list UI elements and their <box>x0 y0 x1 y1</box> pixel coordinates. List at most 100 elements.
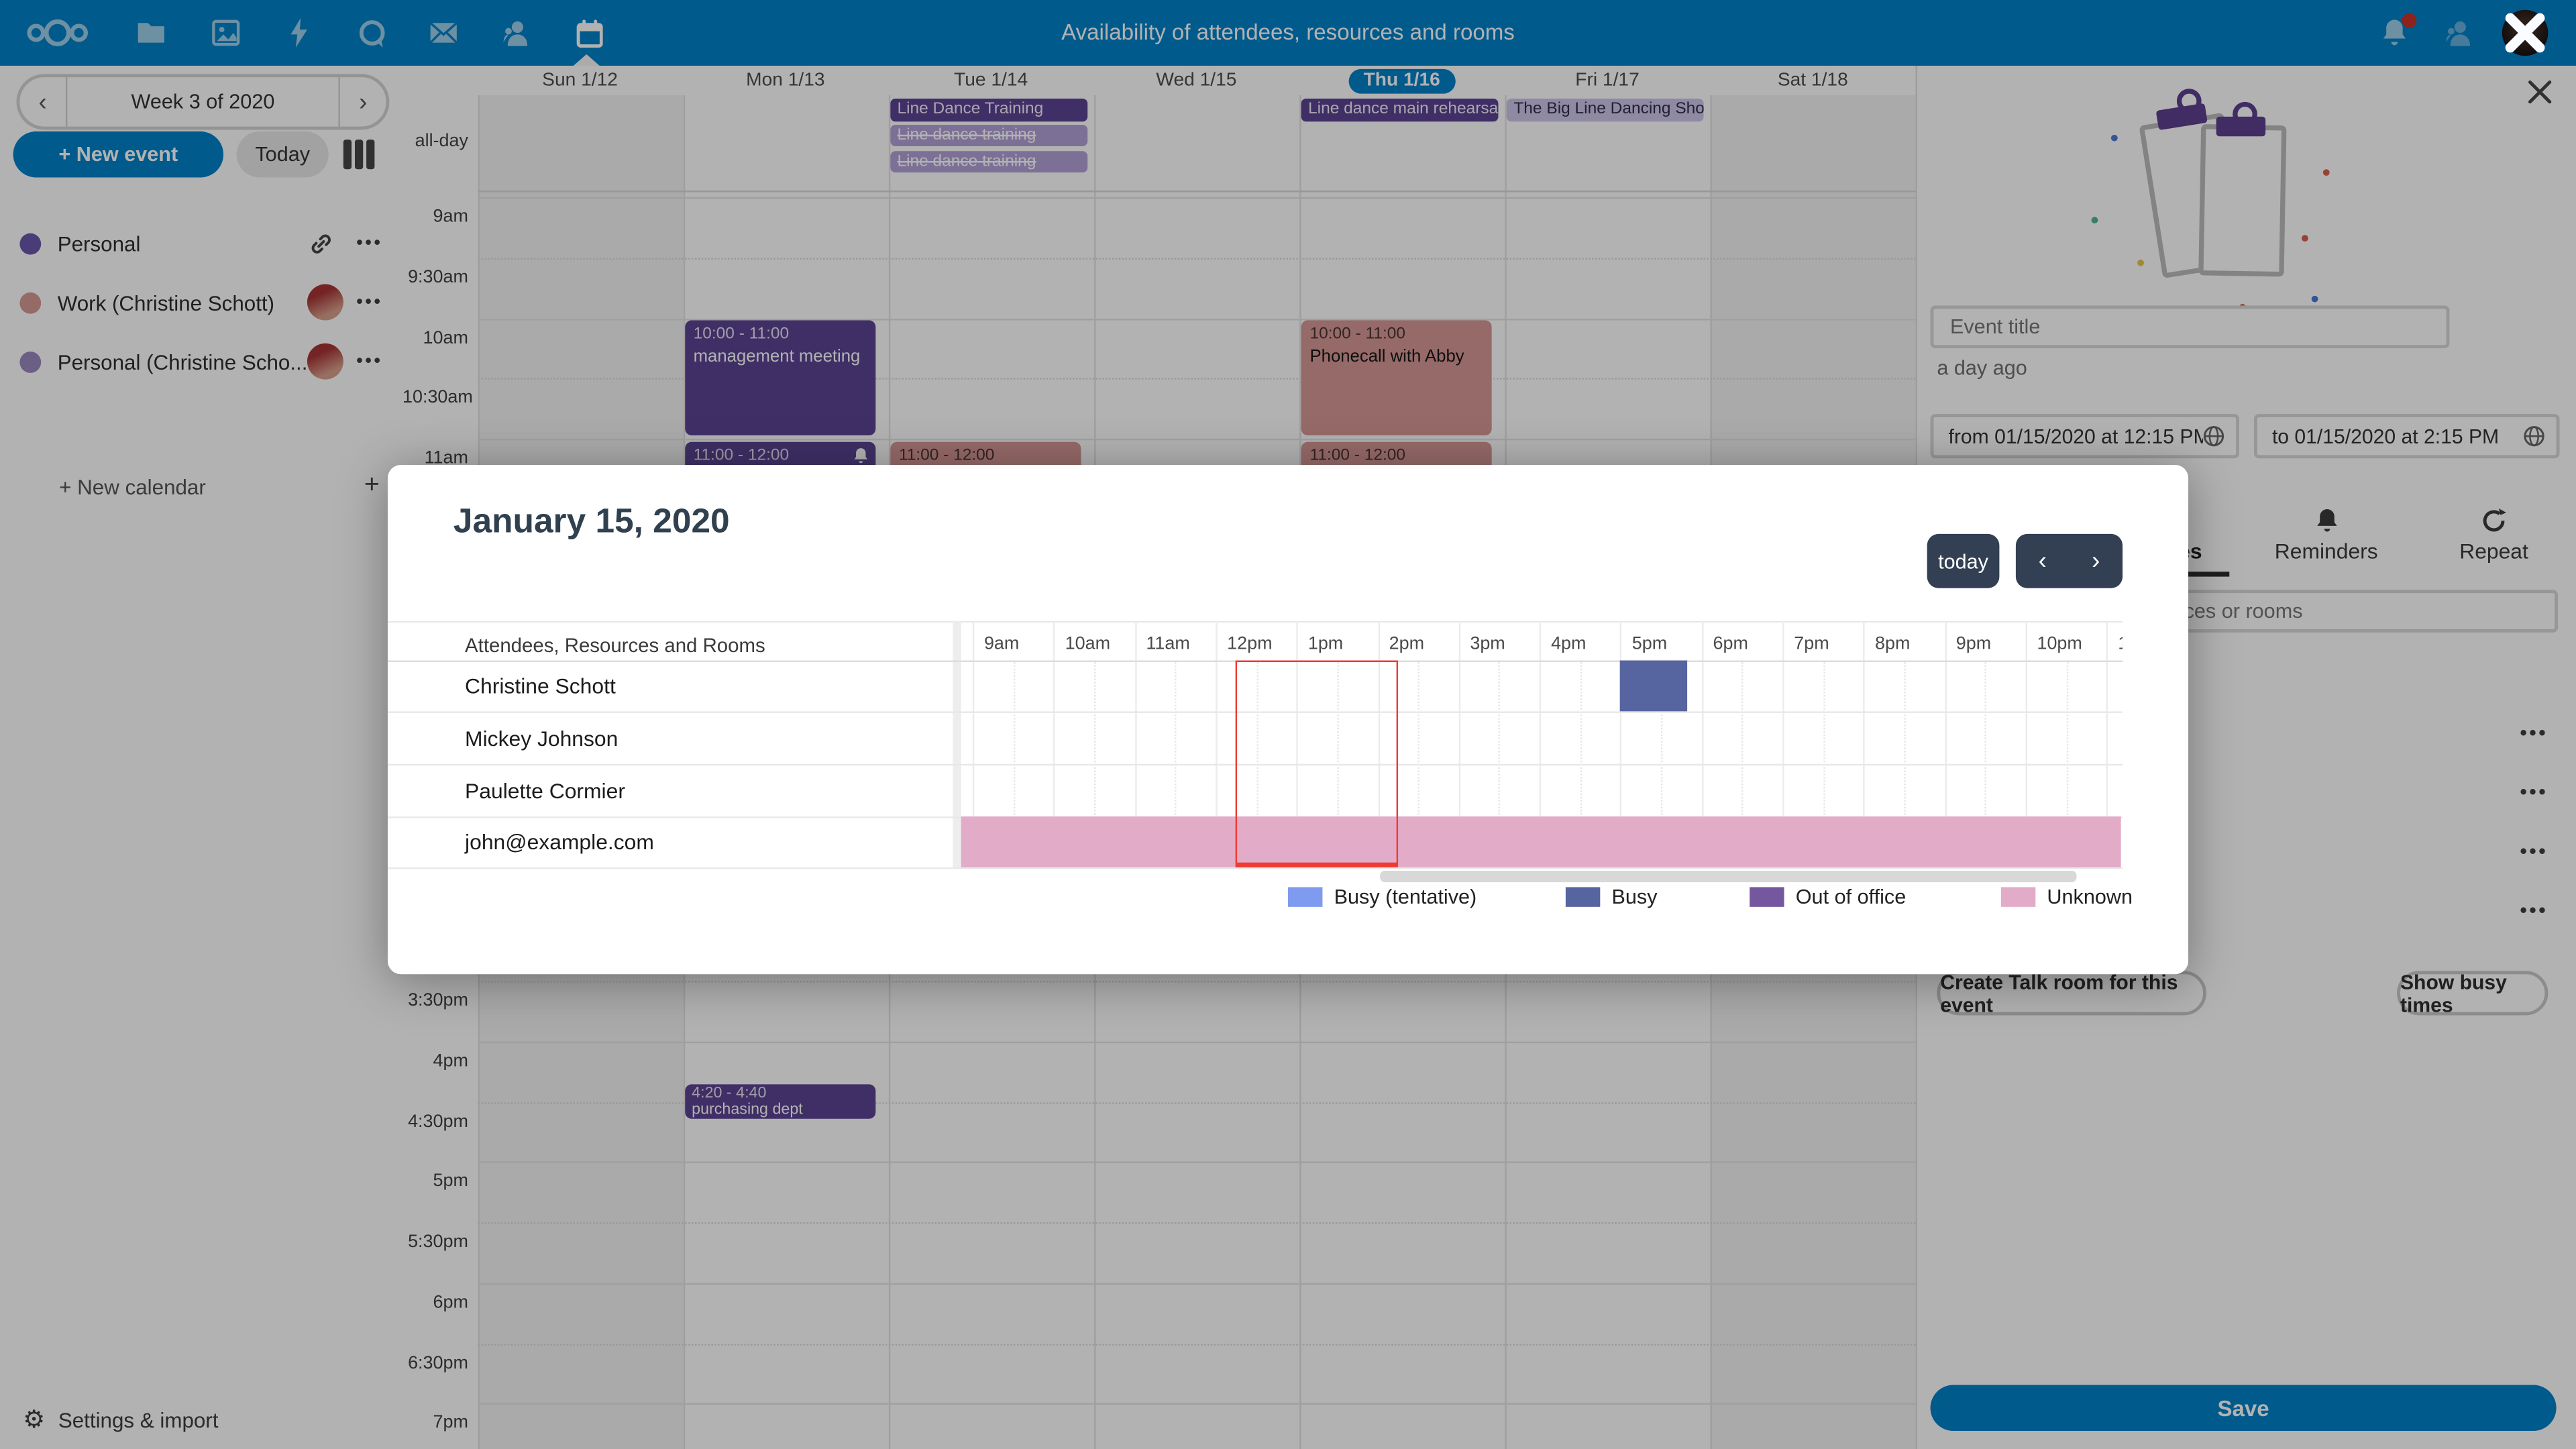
timezone-globe-icon[interactable] <box>2524 425 2545 447</box>
attendee-actions-menu[interactable]: ••• <box>2520 898 2548 922</box>
attendee-name: Paulette Cormier <box>465 778 625 803</box>
next-week-button[interactable]: › <box>359 88 368 116</box>
settings-import-button[interactable]: ⚙ Settings & import <box>23 1405 218 1434</box>
legend-swatch <box>1750 887 1784 907</box>
last-modified-text: a day ago <box>1937 356 2027 380</box>
legend-swatch <box>2000 887 2036 907</box>
day-header: Sun 1/12 <box>542 70 618 91</box>
attendee-actions-menu[interactable]: ••• <box>2520 780 2548 804</box>
tab-label: Reminders <box>2274 539 2378 564</box>
calendar-event[interactable]: 10:00 - 11:00 Phonecall with Abby <box>1301 320 1493 437</box>
calendar-list-item[interactable]: Personal (Christine Scho...) ••• <box>0 332 402 391</box>
legend-label: Busy <box>1611 885 1658 909</box>
contacts-icon[interactable] <box>496 13 536 53</box>
legend-swatch <box>1288 887 1323 907</box>
day-header: Fri 1/17 <box>1575 70 1640 91</box>
week-label[interactable]: Week 3 of 2020 <box>131 90 275 113</box>
week-navigation: ‹ Week 3 of 2020 › <box>16 74 390 130</box>
calendar-actions-menu[interactable]: ••• <box>356 352 383 372</box>
files-icon[interactable] <box>131 13 171 53</box>
day-header: Thu 1/16 <box>1299 68 1505 100</box>
allday-event[interactable]: Line dance main rehearsal <box>1301 98 1499 121</box>
allday-event[interactable]: The Big Line Dancing Show <box>1507 98 1705 121</box>
horizontal-scrollbar[interactable] <box>1380 870 2077 881</box>
close-icon[interactable] <box>2502 10 2548 56</box>
attendee-actions-menu[interactable]: ••• <box>2520 839 2548 863</box>
tab-reminders[interactable]: Reminders <box>2244 506 2408 564</box>
day-header: Tue 1/14 <box>954 70 1028 91</box>
calendar-list-item[interactable]: Work (Christine Schott) ••• <box>0 273 402 332</box>
calendar-actions-menu[interactable]: ••• <box>356 233 383 254</box>
share-link-icon[interactable] <box>309 231 333 256</box>
close-icon[interactable] <box>2527 79 2553 105</box>
half-hour-gridline <box>477 258 1916 260</box>
next-day-button[interactable]: › <box>2092 547 2100 576</box>
talk-icon[interactable] <box>352 13 391 53</box>
calendar-week-grid: all-day Sun 1/12 Mon 1/13 Tue 1/14 Wed 1/15… <box>402 65 1916 1449</box>
attendee-actions-menu[interactable]: ••• <box>2520 721 2548 745</box>
notifications-bell-icon[interactable] <box>2374 13 2414 53</box>
availability-dialog: January 15, 2020 today ‹ › Attendees, Re… <box>387 465 2189 975</box>
settings-label: Settings & import <box>58 1407 219 1432</box>
tab-repeat[interactable]: Repeat <box>2412 506 2576 564</box>
event-title-input[interactable] <box>1930 305 2450 349</box>
save-button[interactable]: Save <box>1930 1385 2557 1432</box>
view-toggle-icon[interactable] <box>343 140 374 170</box>
new-event-button[interactable]: + New event <box>13 131 224 178</box>
hour-gridline <box>477 1041 1916 1044</box>
mail-icon[interactable] <box>424 13 464 53</box>
calendar-event[interactable]: 10:00 - 11:00 management meeting <box>685 320 876 437</box>
allday-event[interactable]: Line dance training <box>890 150 1088 173</box>
active-app-indicator <box>573 54 600 66</box>
today-button[interactable]: Today <box>236 131 329 178</box>
dialog-today-button[interactable]: today <box>1927 533 2000 588</box>
event-title: purchasing dept <box>692 1101 803 1120</box>
calendar-color-dot <box>19 350 42 372</box>
allday-event[interactable]: Line dance training <box>890 124 1088 147</box>
hour-gridline <box>2106 621 2108 868</box>
calendar-actions-menu[interactable]: ••• <box>356 292 383 313</box>
gear-icon: ⚙ <box>23 1406 46 1434</box>
show-busy-times-button[interactable]: Show busy times <box>2397 970 2548 1016</box>
hour-gridline <box>1296 621 1299 868</box>
activity-icon[interactable] <box>279 13 319 53</box>
calendar-color-dot <box>19 291 42 313</box>
end-date-value: to 01/15/2020 at 2:15 PM <box>2271 425 2500 448</box>
hour-gridline <box>477 1403 1916 1405</box>
new-calendar-item[interactable]: + New calendar + <box>0 464 402 510</box>
previous-day-button[interactable]: ‹ <box>2038 547 2047 576</box>
hour-gridline <box>1944 621 1947 868</box>
nextcloud-logo-icon[interactable] <box>19 13 95 53</box>
calendar-list-item[interactable]: Personal ••• <box>0 213 402 272</box>
hour-gridline <box>1620 621 1623 868</box>
hour-gridline <box>1458 621 1460 868</box>
hour-label: 6pm <box>1713 634 1748 654</box>
allday-separator <box>477 191 1916 193</box>
row-separator <box>387 867 2123 869</box>
legend-label: Busy (tentative) <box>1334 885 1477 909</box>
end-date-input[interactable]: to 01/15/2020 at 2:15 PM <box>2254 414 2560 459</box>
hour-gridline <box>1782 621 1784 868</box>
hour-gridline <box>2025 621 2027 868</box>
availability-table: Attendees, Resources and Rooms 9am 10am 11… <box>387 621 2123 869</box>
event-time: 11:00 - 12:00 <box>693 445 790 464</box>
calendar-icon[interactable] <box>570 13 610 53</box>
start-date-input[interactable]: from 01/15/2020 at 12:15 PM <box>1930 414 2239 459</box>
photos-icon[interactable] <box>205 13 245 53</box>
page-title: Availability of attendees, resources and… <box>1061 19 1515 45</box>
calendar-name: Personal (Christine Scho...) <box>57 349 307 374</box>
previous-week-button[interactable]: ‹ <box>38 88 47 116</box>
half-hour-gridline <box>477 1343 1916 1345</box>
alarm-bell-icon <box>853 446 869 464</box>
calendar-name: Work (Christine Schott) <box>57 290 275 315</box>
allday-event[interactable]: Line Dance Training <box>890 98 1088 121</box>
calendar-event[interactable]: 4:20 - 4:40 purchasing dept <box>685 1084 876 1120</box>
timezone-globe-icon[interactable] <box>2203 425 2224 447</box>
hour-gridline <box>477 1162 1916 1164</box>
hour-label: 10pm <box>2037 634 2082 654</box>
contacts-menu-icon[interactable] <box>2438 13 2477 53</box>
time-gutter-label: 7pm <box>433 1413 468 1433</box>
calendar-name: Personal <box>57 231 141 256</box>
calendar-color-dot <box>19 232 42 254</box>
